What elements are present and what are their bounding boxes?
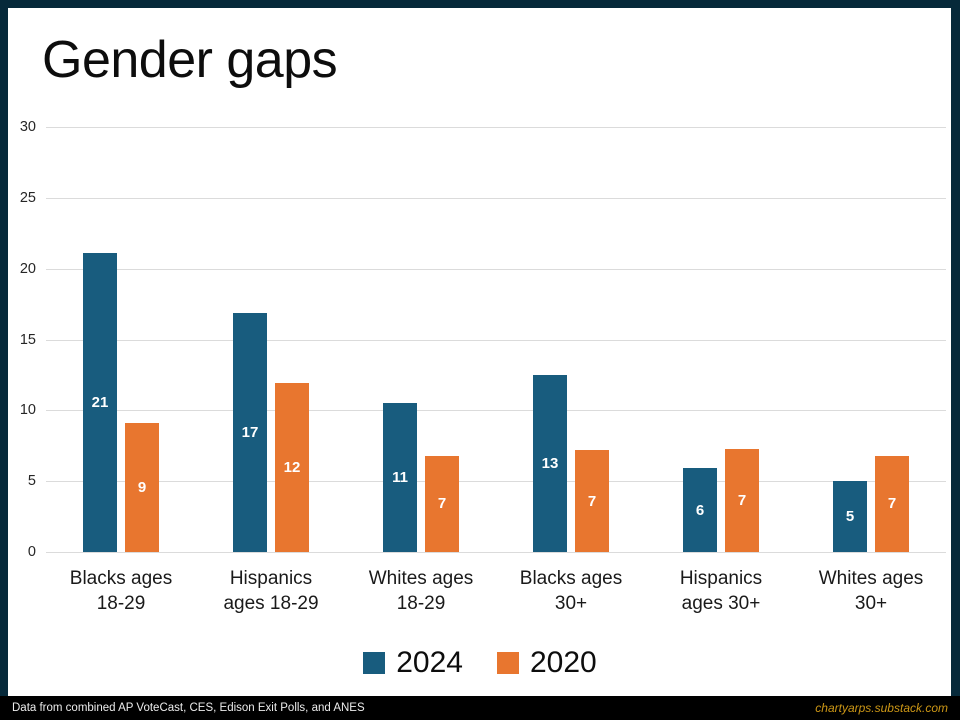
y-tick-label-10: 10 <box>19 402 36 419</box>
bar-2024-whites-ages-30: 5 <box>833 481 867 552</box>
bar-2024-hispanics-ages-30: 6 <box>683 468 717 552</box>
chart-legend: 2024 2020 <box>0 640 960 686</box>
gridline-10 <box>46 410 946 412</box>
footer-bar: Data from combined AP VoteCast, CES, Edi… <box>0 696 960 720</box>
bar-2024-whites-ages-18-29: 11 <box>383 403 417 552</box>
legend-item-2020: 2020 <box>497 646 597 680</box>
bar-2020-blacks-ages-18-29: 9 <box>125 423 159 552</box>
bar-2024-hispanics-ages-18-29: 17 <box>233 312 267 552</box>
y-tick-label-20: 20 <box>19 260 36 277</box>
bar-2020-whites-ages-30: 7 <box>875 455 909 552</box>
bar-value-label: 21 <box>91 394 109 412</box>
y-tick-label-30: 30 <box>19 119 36 135</box>
y-tick-label-15: 15 <box>19 331 36 348</box>
legend-swatch-2024 <box>363 652 386 674</box>
y-tick-label-25: 25 <box>19 189 36 206</box>
gridline-0 <box>46 552 946 553</box>
bar-value-label: 9 <box>137 479 147 497</box>
gridline-15 <box>46 339 946 341</box>
y-tick-label-0: 0 <box>27 544 36 560</box>
gridline-20 <box>46 268 946 270</box>
legend-label-2024: 2024 <box>396 646 463 679</box>
bar-2020-blacks-ages-30: 7 <box>575 450 609 552</box>
bar-value-label: 7 <box>437 495 447 513</box>
bar-2024-blacks-ages-30: 13 <box>533 374 567 552</box>
category-label-blacks-ages-18-29: Blacks ages 18-29 <box>69 568 173 614</box>
bar-value-label: 5 <box>845 508 855 526</box>
bar-value-label: 7 <box>737 491 747 509</box>
category-label-whites-ages-30: Whites ages 30+ <box>818 568 924 614</box>
bar-2020-hispanics-ages-30: 7 <box>725 448 759 552</box>
bar-2024-blacks-ages-18-29: 21 <box>83 253 117 552</box>
y-tick-label-5: 5 <box>27 473 36 490</box>
category-label-blacks-ages-30: Blacks ages 30+ <box>519 568 623 614</box>
gridline-5 <box>46 481 946 483</box>
bar-value-label: 13 <box>541 454 559 472</box>
category-label-hispanics-ages-30: Hispanics ages 30+ <box>679 568 763 614</box>
category-label-whites-ages-18-29: Whites ages 18-29 <box>368 568 474 614</box>
legend-item-2024: 2024 <box>363 646 463 680</box>
chart-title: Gender gaps <box>42 31 338 89</box>
footer-source-text: Data from combined AP VoteCast, CES, Edi… <box>12 702 365 714</box>
slide-border-top <box>0 0 960 8</box>
slide-border-left <box>0 0 8 696</box>
category-label-hispanics-ages-18-29: Hispanics ages 18-29 <box>223 568 319 614</box>
footer-site-link: chartyarps.substack.com <box>815 701 948 715</box>
legend-swatch-2020 <box>497 652 519 674</box>
bar-value-label: 17 <box>241 423 259 441</box>
slide-border-right <box>951 0 960 696</box>
bar-value-label: 12 <box>283 459 301 477</box>
gridline-25 <box>46 197 946 199</box>
bar-2020-hispanics-ages-18-29: 12 <box>275 383 309 552</box>
gridline-30 <box>46 127 946 128</box>
bar-value-label: 6 <box>695 501 705 519</box>
bar-value-label: 11 <box>392 469 408 487</box>
legend-label-2020: 2020 <box>530 646 597 679</box>
bar-value-label: 7 <box>587 492 597 510</box>
bar-value-label: 7 <box>887 495 897 513</box>
bar-2020-whites-ages-18-29: 7 <box>425 455 459 552</box>
